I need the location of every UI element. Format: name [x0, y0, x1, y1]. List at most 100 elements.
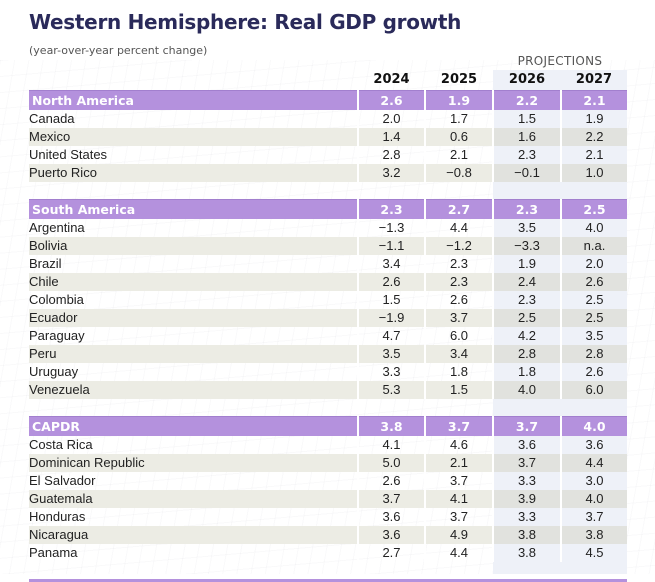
- region-value: 2.7: [424, 199, 493, 219]
- country-value: 2.1: [424, 454, 493, 472]
- table-row: United States 2.8 2.1 2.3 2.1: [29, 146, 627, 164]
- country-value: −0.8: [424, 164, 493, 182]
- country-value: n.a.: [560, 237, 627, 255]
- region-name: North America: [29, 90, 358, 110]
- table-row: Peru 3.5 3.4 2.8 2.8: [29, 345, 627, 363]
- table-row: Bolivia −1.1 −1.2 −3.3 n.a.: [29, 237, 627, 255]
- table-row: Mexico 1.4 0.6 1.6 2.2: [29, 128, 627, 146]
- country-value: 1.8: [424, 363, 493, 381]
- region-value: 3.7: [492, 416, 561, 436]
- country-value: 1.7: [424, 110, 493, 128]
- country-value: 2.0: [560, 255, 627, 273]
- spacer-cell: [29, 562, 627, 579]
- country-name: Brazil: [29, 256, 62, 271]
- column-header-2025: 2025: [440, 72, 478, 87]
- country-value: 1.5: [424, 381, 493, 399]
- country-value: 4.9: [424, 526, 493, 544]
- column-header-2026: 2026: [508, 72, 546, 87]
- country-value: −1.2: [424, 237, 493, 255]
- table-row: Honduras 3.6 3.7 3.3 3.7: [29, 508, 627, 526]
- country-value: 4.5: [560, 544, 627, 562]
- region-row: South America 2.3 2.7 2.3 2.5: [29, 199, 627, 219]
- country-value: −0.1: [492, 164, 561, 182]
- table-row: Canada 2.0 1.7 1.5 1.9: [29, 110, 627, 128]
- country-value: 2.8: [357, 146, 425, 164]
- country-name: Costa Rica: [29, 437, 93, 452]
- country-value: 2.3: [492, 146, 561, 164]
- table-row: Dominican Republic 5.0 2.1 3.7 4.4: [29, 454, 627, 472]
- country-value: 3.3: [492, 472, 561, 490]
- country-value: 4.6: [424, 436, 493, 454]
- projections-label: PROJECTIONS: [517, 54, 603, 68]
- page-title: Western Hemisphere: Real GDP growth: [29, 10, 462, 34]
- country-value: 1.4: [357, 128, 425, 146]
- country-name: Paraguay: [29, 328, 85, 343]
- region-value: 4.0: [560, 416, 627, 436]
- country-value: 5.3: [357, 381, 425, 399]
- table-row: Nicaragua 3.6 4.9 3.8 3.8: [29, 526, 627, 544]
- country-name: Guatemala: [29, 490, 358, 508]
- country-name: Ecuador: [29, 309, 358, 327]
- country-value: 4.7: [357, 327, 425, 345]
- country-value: −3.3: [492, 237, 561, 255]
- spacer-cell: [29, 182, 627, 200]
- country-name: El Salvador: [29, 473, 96, 488]
- table-row: El Salvador 2.6 3.7 3.3 3.0: [29, 472, 627, 490]
- table-row: Costa Rica 4.1 4.6 3.6 3.6: [29, 436, 627, 454]
- table-row: Brazil 3.4 2.3 1.9 2.0: [29, 255, 627, 273]
- region-value: 2.1: [560, 90, 627, 110]
- country-value: 3.3: [357, 363, 425, 381]
- country-value: 3.7: [357, 490, 425, 508]
- country-name: Chile: [29, 273, 358, 291]
- table-row: Ecuador −1.9 3.7 2.5 2.5: [29, 309, 627, 327]
- country-value: 3.5: [560, 327, 627, 345]
- country-name: Dominican Republic: [29, 454, 358, 472]
- country-value: −1.9: [357, 309, 425, 327]
- country-value: 1.6: [492, 128, 561, 146]
- country-value: 3.8: [560, 526, 627, 544]
- country-value: −1.3: [357, 219, 425, 237]
- country-name: Panama: [29, 545, 78, 560]
- country-value: 3.4: [357, 255, 425, 273]
- table-row: Panama 2.7 4.4 3.8 4.5: [29, 544, 627, 562]
- group-spacer: [29, 399, 627, 417]
- country-value: 4.4: [424, 544, 493, 562]
- country-value: 4.0: [560, 490, 627, 508]
- country-name: Argentina: [29, 220, 85, 235]
- country-value: 2.4: [492, 273, 561, 291]
- country-value: 4.0: [492, 381, 561, 399]
- country-value: 2.1: [424, 146, 493, 164]
- table-row: Puerto Rico 3.2 −0.8 −0.1 1.0: [29, 164, 627, 182]
- country-value: 2.6: [357, 472, 425, 490]
- region-row: North America 2.6 1.9 2.2 2.1: [29, 90, 627, 110]
- country-value: 3.4: [424, 345, 493, 363]
- subtitle: (year-over-year percent change): [29, 44, 208, 57]
- region-value: 2.2: [492, 90, 561, 110]
- region-value: 2.3: [357, 199, 425, 219]
- country-value: 3.9: [492, 490, 561, 508]
- country-value: 4.4: [424, 219, 493, 237]
- country-name: Canada: [29, 111, 75, 126]
- column-header-2024: 2024: [373, 72, 410, 87]
- region-value: 2.6: [357, 90, 425, 110]
- country-value: 2.2: [560, 128, 627, 146]
- group-spacer: [29, 182, 627, 200]
- country-value: 1.9: [560, 110, 627, 128]
- country-value: 3.6: [492, 436, 561, 454]
- country-value: 2.7: [357, 544, 425, 562]
- country-value: 2.8: [492, 345, 561, 363]
- country-value: 1.5: [357, 291, 425, 309]
- country-value: 1.5: [492, 110, 561, 128]
- country-value: 2.0: [357, 110, 425, 128]
- country-name: Honduras: [29, 509, 86, 524]
- region-value: 3.7: [424, 416, 493, 436]
- region-value: 3.8: [357, 416, 425, 436]
- country-value: 3.8: [492, 544, 561, 562]
- country-value: 4.1: [424, 490, 493, 508]
- country-value: 5.0: [357, 454, 425, 472]
- country-value: 4.2: [492, 327, 561, 345]
- table-row: Venezuela 5.3 1.5 4.0 6.0: [29, 381, 627, 399]
- country-value: 2.3: [424, 273, 493, 291]
- country-value: 3.6: [357, 526, 425, 544]
- country-value: 3.7: [424, 309, 493, 327]
